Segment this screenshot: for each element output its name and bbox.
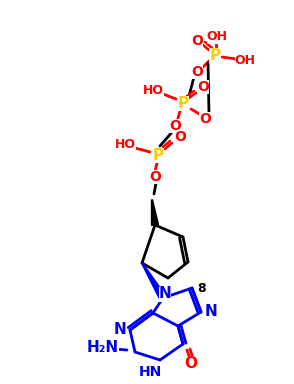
Text: P: P: [152, 147, 163, 162]
Text: P: P: [178, 96, 188, 111]
Text: O: O: [149, 170, 161, 184]
Text: N: N: [159, 286, 171, 301]
Polygon shape: [151, 200, 158, 225]
Text: H₂N: H₂N: [87, 339, 119, 354]
Text: P: P: [209, 48, 220, 63]
Text: O: O: [191, 34, 203, 48]
Text: HN: HN: [138, 365, 162, 379]
Text: O: O: [185, 356, 198, 371]
Polygon shape: [142, 263, 166, 300]
Text: OH: OH: [235, 53, 255, 66]
Text: OH: OH: [206, 30, 228, 43]
Text: O: O: [174, 130, 186, 144]
Text: O: O: [197, 80, 209, 94]
Text: HO: HO: [143, 84, 163, 98]
Text: O: O: [199, 112, 211, 126]
Text: N: N: [113, 323, 126, 338]
Text: O: O: [191, 65, 203, 79]
Text: N: N: [205, 305, 217, 319]
Text: O: O: [169, 119, 181, 133]
Text: 8: 8: [198, 281, 206, 295]
Text: HO: HO: [114, 139, 136, 152]
